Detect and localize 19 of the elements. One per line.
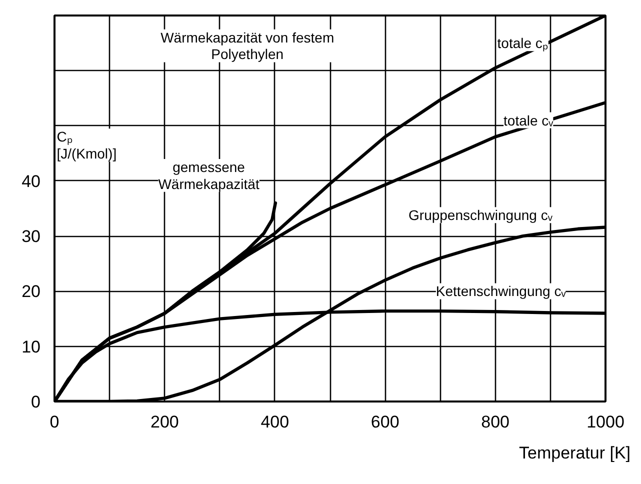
x-tick-label: 0 (50, 412, 60, 432)
series-label: totale cₚ (497, 35, 548, 52)
series-label: totale cᵥ (504, 112, 554, 128)
series-label: Kettenschwingung cᵥ (436, 283, 566, 300)
y-axis-title: Cₚ [J/(Kmol)] (56, 128, 117, 162)
y-tick-label: 30 (22, 227, 41, 246)
x-tick-label: 200 (150, 412, 179, 432)
y-tick-label: 20 (22, 282, 41, 302)
x-tick-label: 1000 (586, 412, 624, 432)
y-tick-label: 0 (31, 392, 41, 412)
x-tick-label: 400 (260, 412, 290, 432)
x-tick-label: 600 (370, 412, 400, 432)
text: Wärmekapazität von festem Polyethylen (160, 29, 334, 62)
x-tick-label: 800 (481, 412, 510, 432)
series-label: Gruppenschwingung cᵥ (408, 207, 553, 224)
y-tick-label: 40 (22, 172, 41, 191)
series-label: gemessene Wärmekapazität (158, 159, 260, 192)
y-tick-label: 10 (22, 337, 41, 356)
x-axis-title: Temperatur [K] (519, 444, 631, 462)
